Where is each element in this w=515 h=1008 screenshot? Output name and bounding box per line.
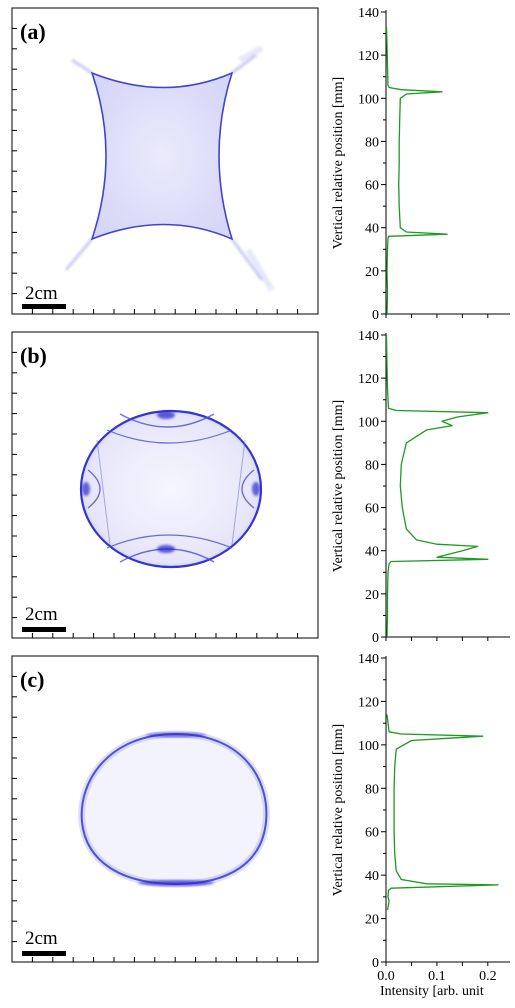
- y-tick-label: 40: [365, 869, 379, 884]
- y-tick-label: 100: [358, 415, 379, 430]
- image-panel-c: (c) 2cm: [12, 656, 318, 962]
- x-tick-label: 0.1: [428, 969, 446, 984]
- scale-bar-a: [22, 304, 66, 309]
- y-tick-label: 80: [365, 458, 379, 473]
- image-panel-b: (b) 2cm: [12, 332, 318, 638]
- y-tick-label: 100: [358, 92, 379, 107]
- y-axis-title: Vertical relative position [mm]: [331, 77, 346, 249]
- scale-bar-label-a: 2cm: [25, 283, 58, 304]
- y-tick-label: 140: [358, 652, 379, 667]
- image-panel-a: (a) 2cm: [12, 8, 318, 314]
- panel-label-b: (b): [20, 343, 47, 368]
- y-tick-label: 40: [365, 222, 379, 237]
- astroid-shape: [66, 48, 272, 290]
- panel-label-a: (a): [20, 19, 46, 44]
- y-axis-title: Vertical relative position [mm]: [331, 400, 346, 572]
- y-tick-label: 120: [358, 695, 379, 710]
- x-tick-label: 0.0: [377, 969, 395, 984]
- ellipse-shape: [82, 733, 267, 887]
- y-tick-label: 0: [372, 308, 379, 323]
- scale-bar-label-c: 2cm: [25, 928, 58, 949]
- y-tick-label: 140: [358, 6, 379, 21]
- y-tick-label: 20: [365, 588, 379, 603]
- y-tick-label: 20: [365, 913, 379, 928]
- x-axis-title: Intensity [arb. unit: [380, 984, 484, 999]
- scale-bar-label-b: 2cm: [25, 604, 58, 625]
- y-tick-label: 40: [365, 545, 379, 560]
- caustic-ellipse-shape: [81, 411, 261, 567]
- intensity-profile-line: [387, 335, 488, 637]
- y-tick-label: 120: [358, 49, 379, 64]
- y-tick-label: 60: [365, 826, 379, 841]
- y-tick-label: 80: [365, 135, 379, 150]
- y-tick-label: 100: [358, 739, 379, 754]
- scale-bar-c: [22, 951, 66, 956]
- y-tick-label: 0: [372, 631, 379, 646]
- y-tick-label: 140: [358, 329, 379, 344]
- x-tick-label: 0.2: [479, 969, 497, 984]
- profile-plot-b: 0 20 40 60 80 100 120 140 Vertical relative posi…: [331, 329, 510, 646]
- scale-bar-b: [22, 627, 66, 632]
- y-tick-label: 120: [358, 372, 379, 387]
- intensity-profile-line: [387, 27, 448, 314]
- y-tick-label: 60: [365, 179, 379, 194]
- y-tick-label: 80: [365, 782, 379, 797]
- y-tick-label: 20: [365, 265, 379, 280]
- profile-plot-a: 0 20 40 60 80 100 120 140 Vertical relative posi…: [331, 6, 510, 323]
- y-axis-title: Vertical relative position [mm]: [331, 724, 346, 896]
- panel-label-c: (c): [20, 667, 44, 692]
- y-tick-label: 60: [365, 502, 379, 517]
- intensity-profile-line: [387, 715, 498, 910]
